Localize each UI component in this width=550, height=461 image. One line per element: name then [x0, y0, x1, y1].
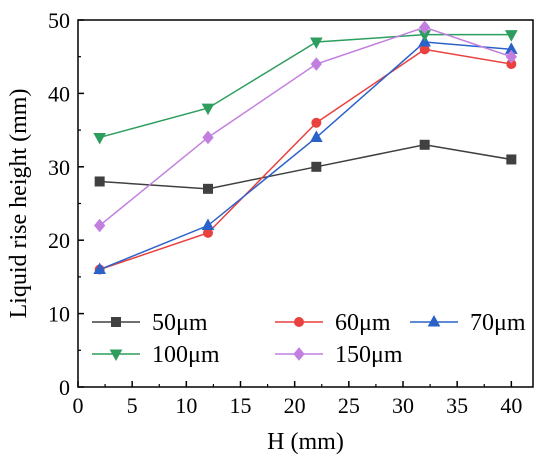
legend-label: 70μm — [470, 310, 526, 336]
series-line — [99, 26, 512, 227]
legend: 50μm 60μm 70μm 100μm 150μm — [92, 310, 526, 368]
data-point — [419, 139, 430, 150]
x-tick-label: 10 — [175, 393, 197, 418]
legend-item: 60μm — [275, 310, 391, 336]
data-point — [311, 117, 322, 128]
y-tick-label: 50 — [48, 8, 70, 33]
plot-border — [77, 19, 534, 388]
x-tick-label: 35 — [446, 393, 468, 418]
y-tick-label: 0 — [59, 375, 70, 400]
data-point — [201, 103, 215, 116]
legend-item: 100μm — [92, 342, 220, 368]
y-axis-title: Liquid rise height (mm) — [6, 89, 32, 319]
series-layer — [93, 20, 518, 275]
x-tick-label: 20 — [284, 393, 306, 418]
data-point — [505, 49, 517, 64]
series-line — [99, 41, 512, 271]
data-point — [504, 30, 518, 42]
y-tick-label: 10 — [48, 302, 70, 327]
legend-marker — [293, 347, 305, 361]
x-tick-label: 30 — [392, 393, 414, 418]
legend-item: 50μm — [92, 310, 208, 336]
data-point — [309, 130, 323, 142]
data-point — [202, 130, 214, 145]
data-point — [506, 154, 517, 165]
series-4 — [94, 20, 517, 233]
series-1 — [94, 44, 517, 275]
y-tick-label: 30 — [48, 155, 70, 180]
x-tick-label: 15 — [230, 393, 252, 418]
data-point — [201, 218, 215, 231]
x-axis: 0 5 10 15 20 25 30 35 40 — [73, 381, 522, 418]
legend-label: 100μm — [152, 342, 220, 368]
y-tick-label: 20 — [48, 228, 70, 253]
y-tick-label: 40 — [48, 81, 70, 106]
data-point — [94, 218, 106, 233]
legend-marker — [427, 314, 441, 327]
series-line — [99, 144, 512, 190]
series-3 — [93, 30, 518, 145]
data-point — [311, 161, 322, 172]
data-point — [309, 37, 323, 50]
plot-frame — [77, 19, 534, 388]
legend-item: 150μm — [275, 342, 403, 368]
data-point — [93, 262, 107, 275]
x-tick-label: 5 — [127, 393, 138, 418]
legend-label: 150μm — [335, 342, 403, 368]
y-axis: 0 10 20 30 40 50 — [48, 8, 84, 400]
data-point — [94, 176, 105, 187]
x-tick-label: 40 — [500, 393, 522, 418]
legend-marker — [294, 317, 304, 327]
legend-marker — [111, 317, 121, 327]
legend-item: 70μm — [410, 310, 526, 336]
data-point — [310, 57, 322, 71]
series-line — [99, 33, 512, 139]
data-point — [419, 20, 431, 35]
legend-marker — [109, 349, 123, 362]
data-point — [93, 132, 107, 145]
x-tick-label: 0 — [73, 393, 84, 418]
legend-label: 50μm — [152, 310, 208, 336]
series-0 — [94, 139, 517, 194]
x-axis-title: H (mm) — [267, 429, 344, 455]
series-line — [99, 48, 512, 271]
x-tick-label: 25 — [338, 393, 360, 418]
data-point — [203, 183, 213, 194]
legend-label: 60μm — [335, 310, 391, 336]
